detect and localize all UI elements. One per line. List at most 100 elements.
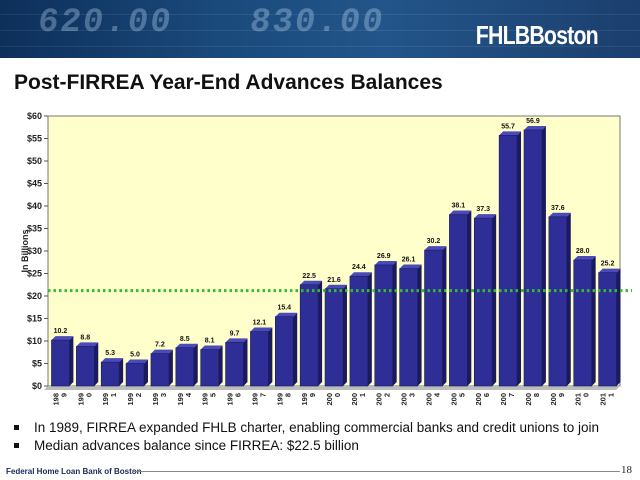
bar [449,214,468,387]
bar-top [598,268,621,273]
y-tick-label: $55 [27,134,42,144]
x-tick-label-part: 9 [59,393,68,397]
bar [275,316,294,387]
bullet-item: Median advances balance since FIRREA: $2… [12,437,599,455]
bar-top [51,336,74,341]
bar-side [492,214,497,386]
bar-side [591,256,596,386]
bar-top [374,260,397,265]
x-tick-label-part: 2 [383,393,392,397]
x-tick-label-part: 198 [51,393,60,406]
x-tick-label-part: 199 [76,393,85,406]
bar-side [367,272,372,386]
x-tick-label-part: 5 [209,393,218,397]
x-tick-label-part: 200 [325,393,334,406]
bar-value-label: 5.3 [105,350,115,357]
x-tick-label-part: 199 [176,393,185,406]
y-tick-label: $20 [27,291,42,301]
bar-value-label: 28.0 [576,248,590,255]
y-tick-label: $30 [27,246,42,256]
bar-value-label: 30.2 [427,238,441,245]
bar-value-label: 26.1 [402,257,416,264]
header-banner: 620.00 830.00 FHLBBoston [0,0,640,58]
bar [250,331,269,387]
y-tick-label: $35 [27,224,42,234]
x-tick-label-part: 200 [375,393,384,406]
x-tick-label: 1995 [201,393,218,406]
x-tick-label-part: 3 [408,393,417,397]
x-tick-label-part: 7 [258,393,267,397]
bar-side [69,336,74,386]
bar-value-label: 8.5 [180,336,190,343]
bar-top [499,131,522,136]
x-tick-label: 1990 [76,393,93,406]
x-tick-label: 2000 [325,393,342,406]
bar-side [193,343,198,386]
x-tick-label-part: 200 [400,393,409,406]
x-tick-label-part: 199 [101,393,110,406]
x-tick-label-part: 201 [599,393,608,406]
bar-value-label: 38.1 [452,203,466,210]
bar [573,259,592,387]
x-tick-label-part: 6 [482,393,491,397]
x-tick-label-part: 200 [474,393,483,406]
bar-side [517,131,522,386]
x-tick-label: 2007 [499,393,516,406]
x-tick-label: 1994 [176,392,193,405]
x-tick-label-part: 199 [250,393,259,406]
bullet-text: Median advances balance since FIRREA: $2… [34,438,359,453]
bar-side [442,246,447,386]
advances-bar-chart: $0 $5 $10 $15 $20 $25 $30 $35 $40 $45 $50 $55 $60 In … [20,111,632,406]
x-tick-label: 1997 [250,393,267,406]
x-tick-label-part: 7 [507,393,516,397]
y-tick-label: $5 [32,359,42,369]
bar-top [474,214,497,219]
bar-side [218,345,223,386]
x-tick-label-part: 200 [499,393,508,406]
bar [548,216,568,387]
bar-top [573,256,596,260]
bar-value-label: 24.4 [352,264,366,271]
x-tick-label-part: 4 [184,392,193,397]
x-tick-label-part: 4 [432,392,441,397]
bar-value-label: 26.9 [377,253,391,260]
bar [225,342,244,387]
bar [399,268,418,387]
x-tick-label-part: 0 [333,393,342,397]
x-tick-label-part: 6 [234,393,243,397]
x-tick-label: 1989 [51,393,68,406]
x-tick-label-part: 3 [159,393,168,397]
x-tick-label-part: 200 [524,393,533,406]
bullet-square-icon [14,425,19,430]
x-tick-label-part: 1 [109,393,118,397]
x-tick-label: 2009 [549,393,566,406]
bar-value-label: 8.8 [80,334,90,341]
y-tick-label: $25 [27,269,42,279]
x-tick-label: 2005 [449,393,466,406]
bar-side [392,260,397,386]
x-tick-label: 1998 [275,393,292,406]
bar-value-label: 9.7 [230,330,240,337]
bar [424,249,443,387]
bar [299,284,319,387]
bar-value-label: 21.6 [327,277,341,284]
bar-top [449,210,472,215]
x-tick-label-part: 201 [574,393,583,406]
bar [598,272,617,387]
bar-top [349,272,372,277]
bar-value-label: 10.2 [54,328,68,335]
bullet-list: In 1989, FIRREA expanded FHLB charter, e… [12,419,599,455]
bar-top [325,284,347,289]
x-tick-label-part: 199 [151,393,160,406]
x-tick-label: 2008 [524,393,541,406]
x-tick-label: 1996 [226,393,243,406]
bar [200,349,219,387]
footer-org-name: Federal Home Loan Bank of Boston [6,467,142,476]
y-tick-label: $0 [32,381,42,391]
bar-value-label: 8.1 [205,338,215,345]
bar-side [616,268,621,386]
x-tick-label-part: 199 [226,393,235,406]
x-tick-label-part: 1 [607,393,616,397]
bar [100,361,120,387]
x-tick-label: 2003 [400,393,417,406]
